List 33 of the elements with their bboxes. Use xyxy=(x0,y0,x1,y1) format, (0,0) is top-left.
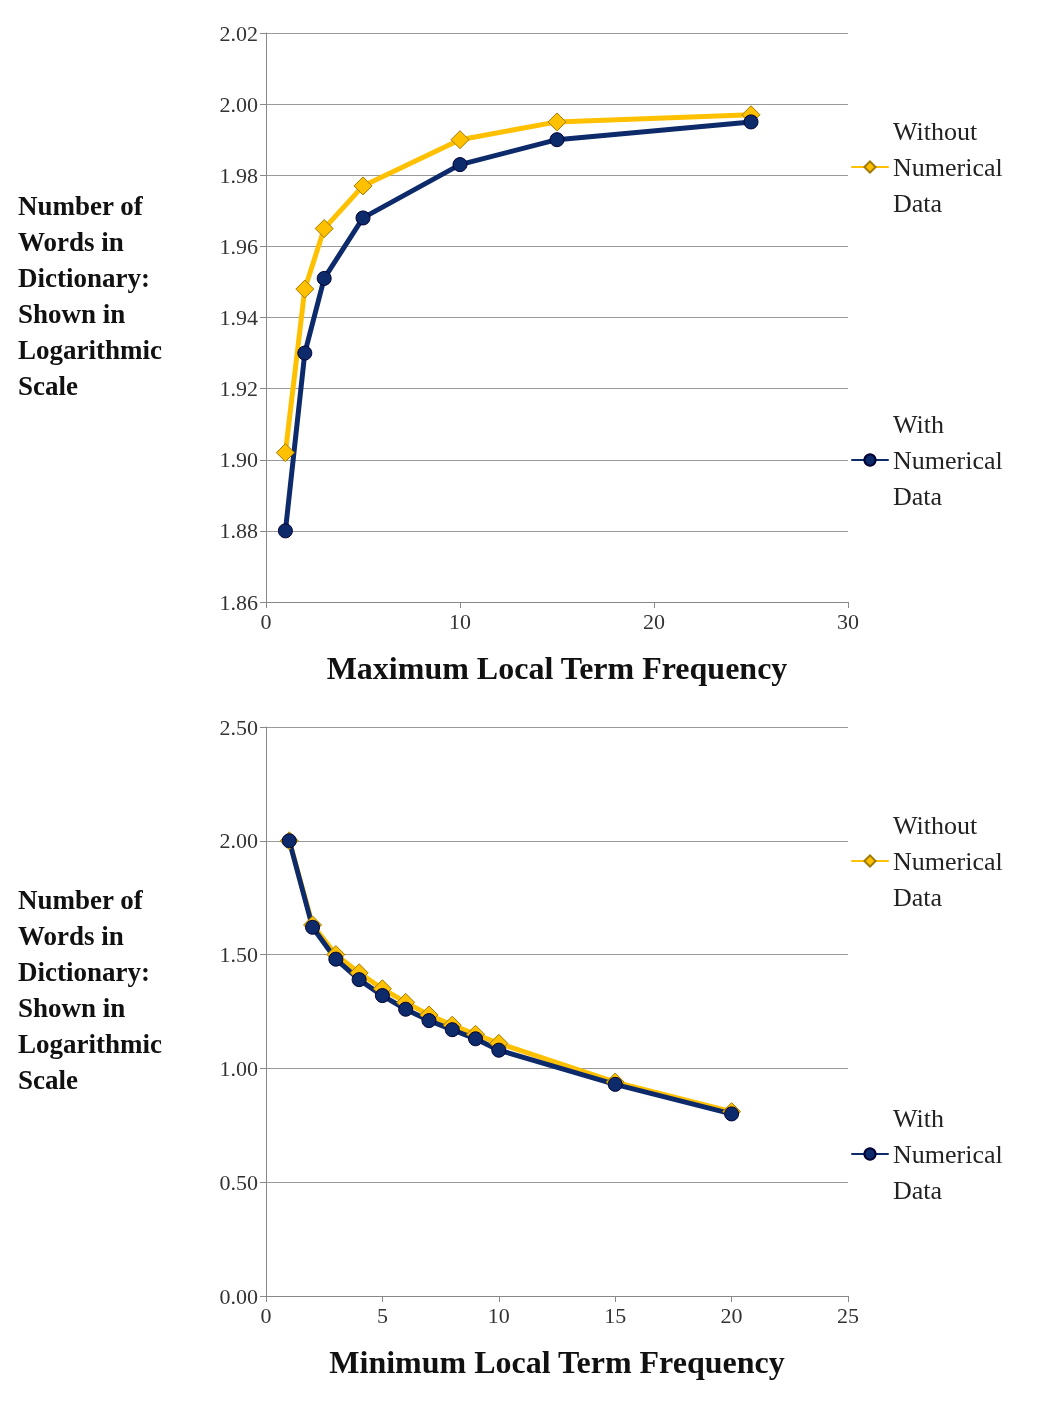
x-tick-label: 20 xyxy=(643,608,665,634)
x-tick-label: 25 xyxy=(837,1302,859,1328)
y-axis-title: Number of Words in Dictionary: Shown in Logarithmic Scale xyxy=(18,885,169,1095)
y-tick-label: 1.00 xyxy=(219,1055,258,1081)
y-tick-label: 1.94 xyxy=(219,305,258,330)
x-tick-label: 0 xyxy=(260,608,272,634)
x-tick-label: 15 xyxy=(604,1302,627,1328)
x-tick-label: 0 xyxy=(260,1302,272,1328)
x-tick-label: 30 xyxy=(837,608,859,634)
y-tick-label: 1.98 xyxy=(219,162,258,188)
x-tick-label: 5 xyxy=(376,1302,388,1328)
y-tick-label: 1.96 xyxy=(219,233,258,259)
legend-label: Without Numerical Data xyxy=(893,116,1010,218)
y-tick-label: 2.00 xyxy=(219,828,258,854)
legend-label: With Numerical Data xyxy=(893,1103,1010,1205)
y-tick-label: 0.00 xyxy=(219,1283,258,1309)
y-tick-label: 1.92 xyxy=(219,376,258,402)
y-tick-label: 2.00 xyxy=(219,91,258,117)
y-tick-label: 0.50 xyxy=(219,1169,258,1195)
x-tick-label: 20 xyxy=(720,1302,743,1328)
y-tick-label: 1.50 xyxy=(219,942,258,968)
y-tick-label: 2.02 xyxy=(219,20,258,46)
y-tick-label: 1.86 xyxy=(219,589,258,615)
y-tick-label: 2.50 xyxy=(219,714,258,740)
legend-label: With Numerical Data xyxy=(893,409,1010,511)
x-tick-label: 10 xyxy=(449,608,471,634)
legend-label: Without Numerical Data xyxy=(893,810,1010,912)
y-tick-label: 1.90 xyxy=(219,447,258,473)
x-tick-label: 10 xyxy=(487,1302,510,1328)
x-axis-title: Maximum Local Term Frequency xyxy=(326,650,788,686)
y-tick-label: 1.88 xyxy=(219,518,258,544)
y-axis-title: Number of Words in Dictionary: Shown in Logarithmic Scale xyxy=(18,191,169,401)
x-axis-title: Minimum Local Term Frequency xyxy=(329,1344,785,1380)
